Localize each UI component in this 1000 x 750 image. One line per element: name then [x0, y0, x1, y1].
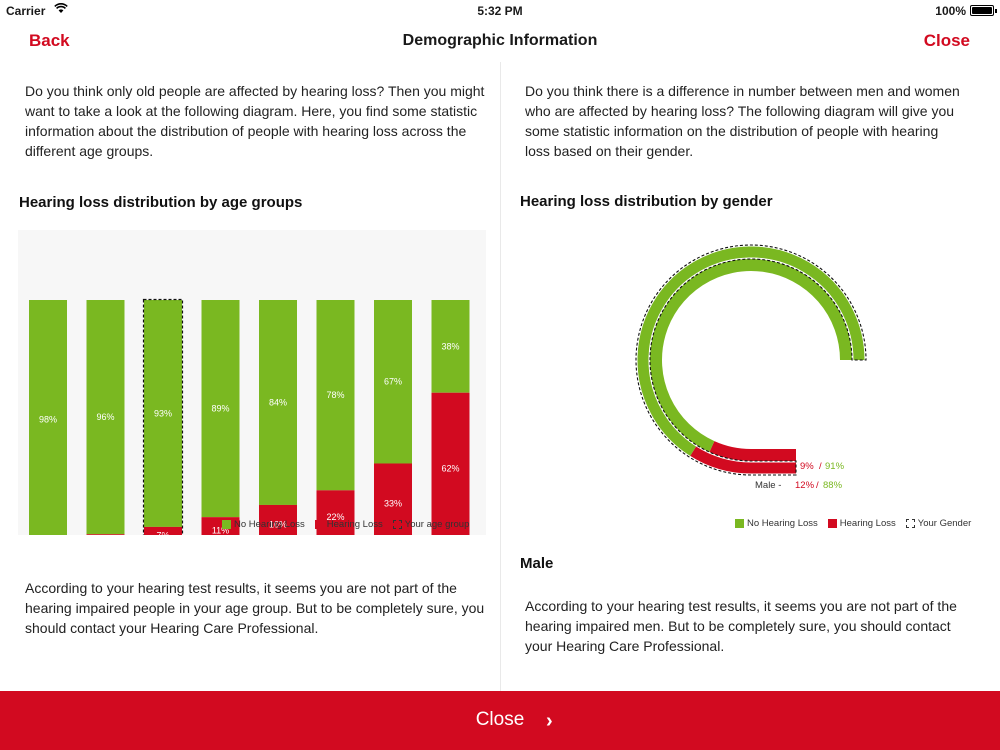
legend-loss-label: Hearing Loss: [839, 518, 896, 529]
label-no-loss-75-84: 67%: [384, 377, 402, 387]
bar-no-loss-45-54: [201, 300, 240, 518]
gender-intro-text: Do you think there is a difference in nu…: [525, 83, 960, 159]
gender-section: Do you think there is a difference in nu…: [500, 62, 1000, 691]
ring-loss-Female: [709, 441, 752, 461]
female-separator: /: [819, 461, 822, 472]
label-loss-75-84: 33%: [384, 499, 402, 509]
bar-no-loss-35-44: [144, 300, 182, 527]
label-no-loss-85+: 38%: [441, 341, 459, 351]
back-button[interactable]: Back: [29, 31, 70, 50]
age-chart-legend: No Hearing Loss Hearing Loss Your age gr…: [222, 519, 469, 530]
gender-chart-legend: No Hearing Loss Hearing Loss Your Gender: [735, 518, 971, 529]
label-loss-45-54: 11%: [212, 526, 229, 535]
label-loss-18-34: 4%: [99, 534, 112, 535]
ring-no-loss-Female: [650, 259, 852, 453]
bar-no-loss-18-34: [86, 300, 125, 535]
gender-chart-heading: Hearing loss distribution by gender: [520, 193, 773, 210]
label-no-loss-45-54: 89%: [211, 404, 229, 414]
label-no-loss-55-64: 84%: [269, 397, 287, 407]
male-separator: /: [816, 480, 819, 491]
green-swatch-icon: [222, 520, 231, 529]
bar-no-loss-75-84: [374, 300, 412, 464]
navigation-bar: Back Demographic Information Close: [0, 22, 1000, 62]
bar-loss-85+: [431, 392, 470, 544]
label-no-loss-65-74: 78%: [326, 390, 344, 400]
chevron-right-icon: ›: [546, 710, 553, 732]
age-bar-chart: 98%2%< 1896%4%18-3493%7%35-4489%11%45-54…: [29, 298, 470, 560]
red-swatch-icon: [827, 519, 837, 528]
legend-loss: Hearing Loss: [827, 518, 896, 529]
bar-no-loss-55-64: [259, 300, 297, 505]
label-loss-35-44: 7%: [156, 530, 169, 535]
ring-no-loss-Male: [637, 246, 865, 456]
your-age-group-outline: [142, 298, 184, 546]
age-chart-heading: Hearing loss distribution by age groups: [19, 194, 303, 211]
bottom-close-label: Close: [475, 709, 525, 730]
status-bar: Carrier 5:32 PM 100%: [0, 0, 1000, 22]
your-gender-outline: [635, 244, 867, 476]
legend-your-group-label: Your age group: [404, 519, 470, 530]
close-button[interactable]: Close: [923, 31, 970, 50]
battery-percent: 100%: [935, 4, 966, 18]
bar-no-loss-85+: [431, 300, 470, 393]
content-area[interactable]: Do you think only old people are affecte…: [0, 62, 1000, 691]
page-title: Demographic Information: [402, 32, 598, 49]
legend-no-loss: No Hearing Loss: [735, 518, 818, 529]
ring-loss-Male: [690, 446, 752, 474]
green-swatch-icon: [735, 519, 744, 528]
male-loss-value: 12%: [795, 480, 815, 491]
label-loss-65-74: 22%: [326, 512, 344, 522]
wifi-icon: [54, 3, 68, 17]
bar-no-loss-< 18: [29, 300, 67, 540]
legend-no-loss-label: No Hearing Loss: [234, 519, 305, 530]
legend-no-loss: No Hearing Loss: [222, 519, 305, 530]
age-result-text: According to your hearing test results, …: [25, 580, 485, 636]
label-loss-55-64: 16%: [269, 519, 287, 529]
female-loss-value: 9%: [800, 461, 814, 472]
carrier-label: Carrier: [6, 4, 46, 18]
dashed-swatch-icon: [905, 519, 915, 528]
label-no-loss-35-44: 93%: [154, 408, 172, 418]
female-no-loss-value: 91%: [825, 461, 845, 472]
legend-your-gender-label: Your Gender: [917, 518, 972, 529]
your-gender-title: Male: [520, 555, 554, 572]
bottom-close-button[interactable]: Close ›: [0, 691, 1000, 750]
age-intro-text: Do you think only old people are affecte…: [25, 83, 485, 159]
legend-your-gender: Your Gender: [905, 518, 972, 529]
bar-no-loss-65-74: [316, 300, 355, 491]
male-label: Male -: [755, 480, 781, 491]
label-no-loss-18-34: 96%: [96, 412, 114, 422]
clock: 5:32 PM: [477, 4, 523, 18]
battery-icon: [970, 5, 997, 16]
gender-result-text: According to your hearing test results, …: [525, 598, 957, 654]
legend-loss: Hearing Loss: [314, 519, 383, 530]
dashed-swatch-icon: [392, 520, 402, 529]
red-swatch-icon: [314, 520, 324, 529]
legend-no-loss-label: No Hearing Loss: [747, 518, 818, 529]
gender-ring-chart: Female - 9% / 91% Male - 12% / 88%: [635, 244, 867, 491]
bar-loss-75-84: [374, 463, 412, 544]
age-chart: 98%2%< 1896%4%18-3493%7%35-4489%11%45-54…: [18, 230, 486, 560]
age-section: Do you think only old people are affecte…: [0, 62, 500, 691]
label-loss-85+: 62%: [441, 463, 459, 473]
legend-your-group: Your age group: [392, 519, 470, 530]
male-no-loss-value: 88%: [823, 480, 843, 491]
label-no-loss-< 18: 98%: [39, 415, 57, 425]
legend-loss-label: Hearing Loss: [326, 519, 383, 530]
